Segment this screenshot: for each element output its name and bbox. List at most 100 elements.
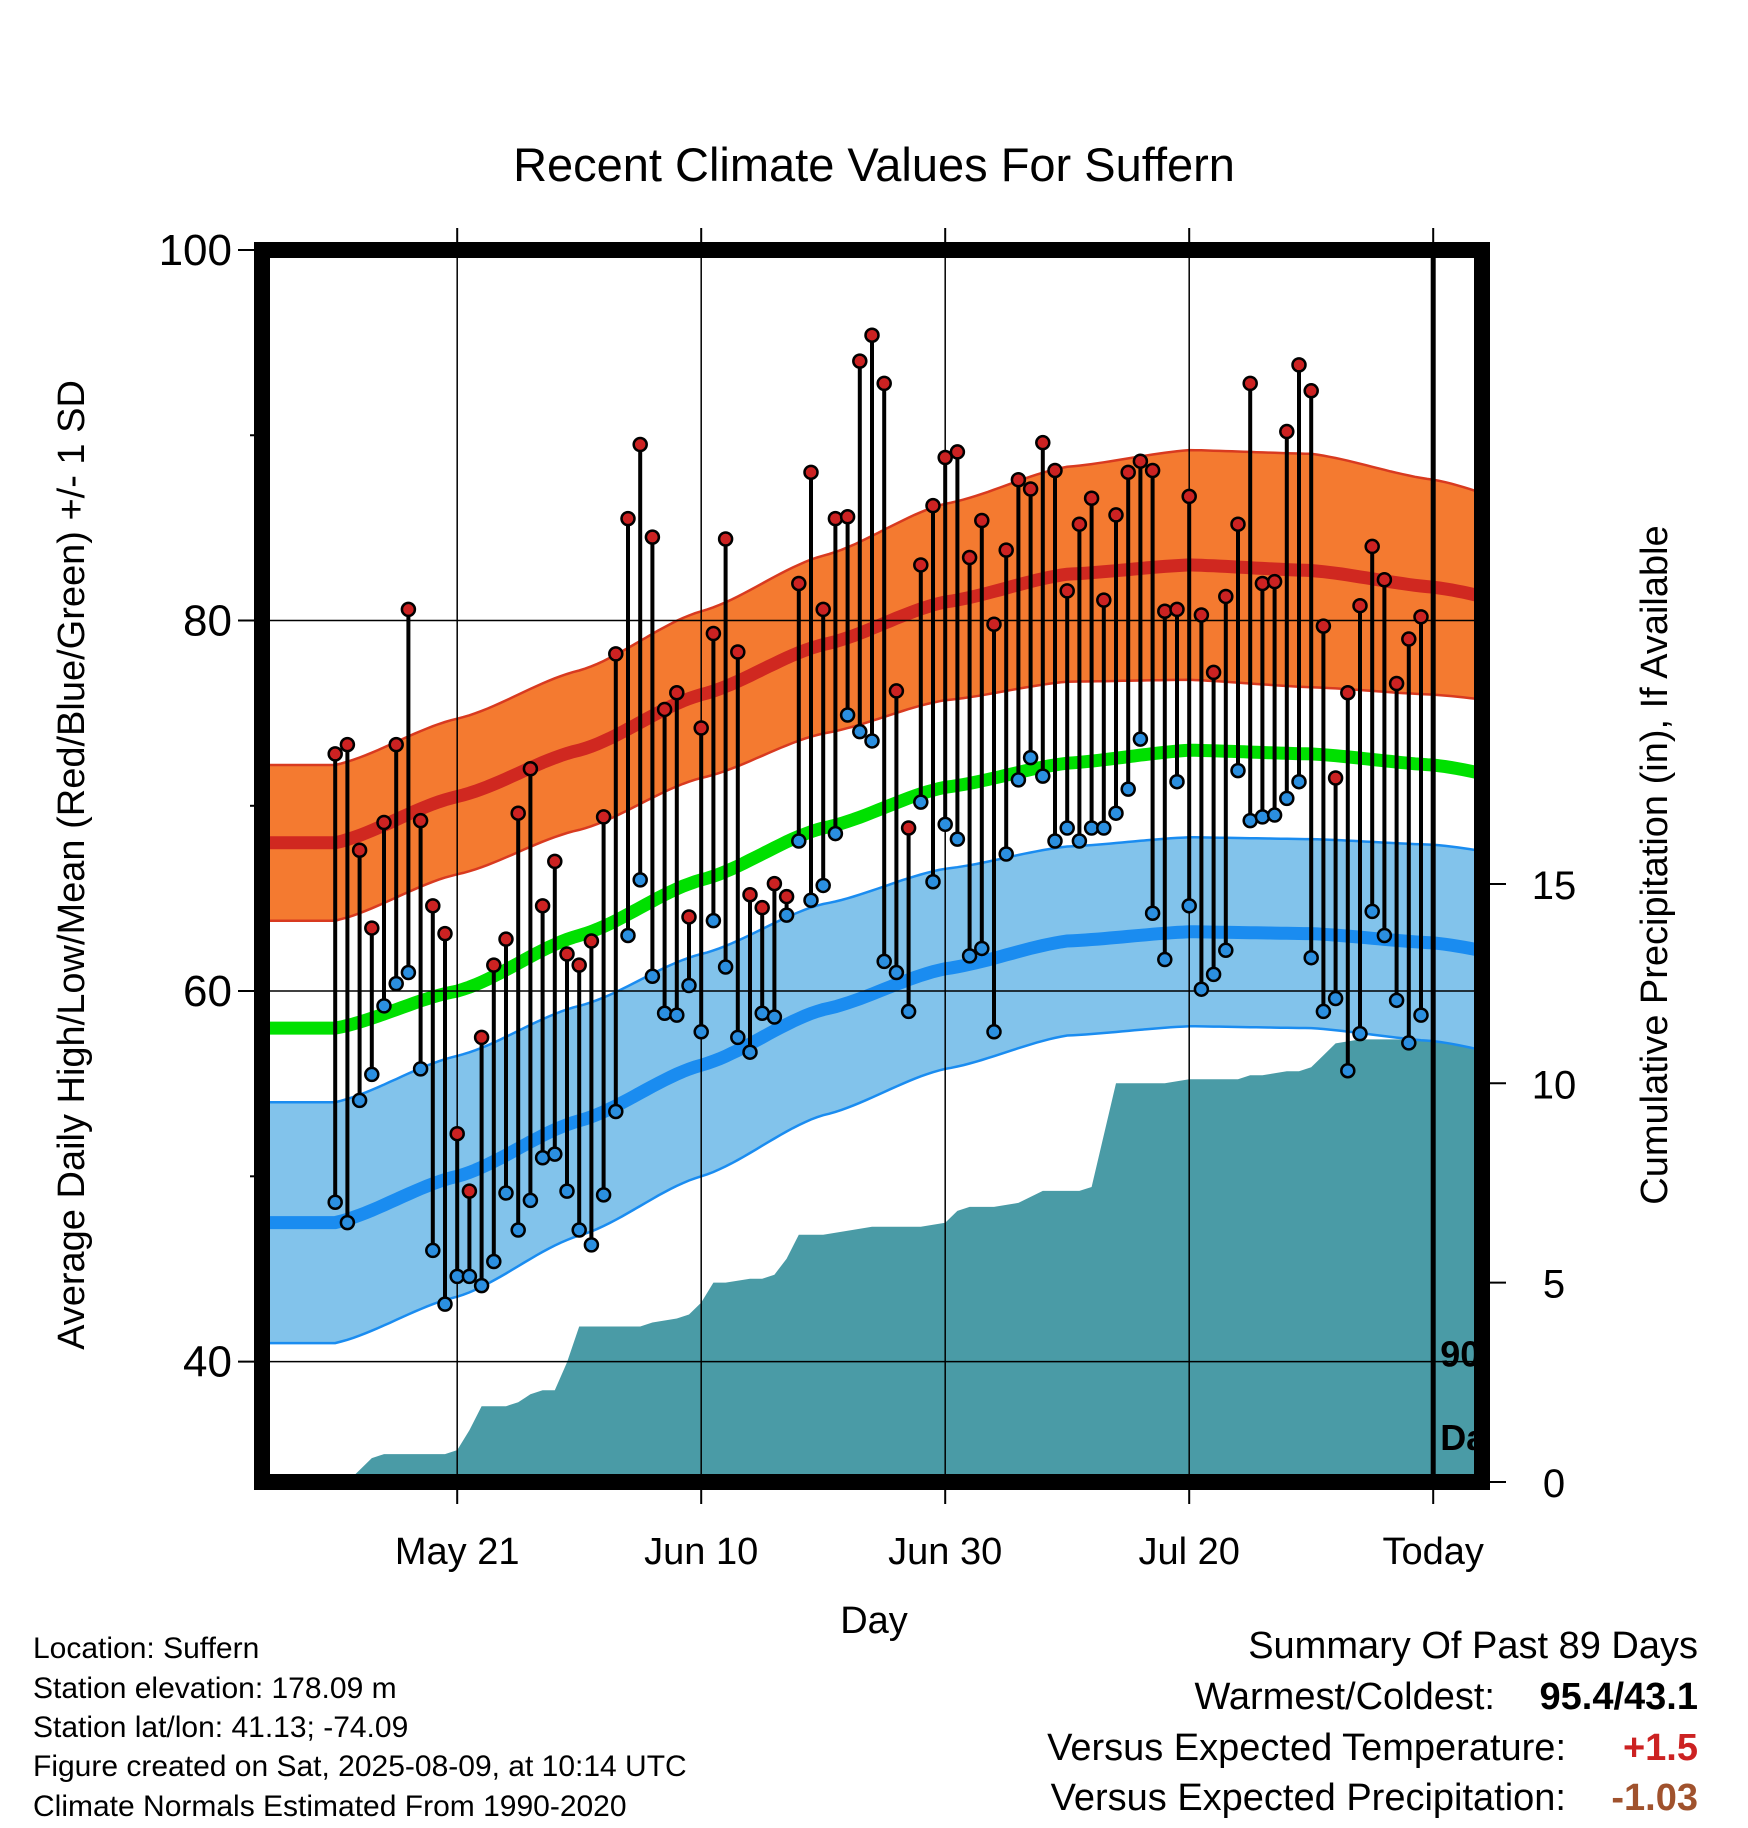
daily-low-point	[1169, 773, 1185, 790]
daily-low-point	[1401, 1035, 1417, 1051]
daily-high-point	[608, 646, 624, 662]
daily-low-point	[412, 1061, 429, 1077]
daily-high-point	[778, 888, 795, 905]
daily-low-point	[1352, 1025, 1368, 1042]
daily-high-point	[1205, 664, 1222, 681]
daily-high-point	[339, 736, 356, 753]
daily-high-point	[327, 746, 343, 762]
daily-low-point	[1266, 807, 1283, 823]
daily-low-point	[730, 1029, 746, 1046]
daily-low-point	[632, 872, 648, 888]
daily-low-point	[815, 877, 831, 894]
axes: 40 60 80 100 May 21 Jun 10 Jun 30 Jul 20 Today 0 5…	[159, 226, 1577, 1573]
daily-high-point	[998, 542, 1014, 558]
daily-low-point	[1340, 1062, 1356, 1079]
daily-low-point	[669, 1007, 685, 1023]
daily-high-point	[437, 925, 453, 942]
daily-high-point	[961, 549, 978, 566]
daily-low-point	[1010, 772, 1027, 788]
daily-high-point	[1144, 462, 1161, 479]
summary-warmest-coldest-label: Warmest/Coldest:	[1194, 1676, 1495, 1718]
daily-low-point	[1254, 809, 1271, 825]
daily-low-point	[791, 833, 807, 849]
daily-high-point	[1169, 601, 1185, 618]
daily-low-point	[583, 1237, 600, 1253]
daily-high-point	[400, 601, 417, 618]
daily-high-point	[1181, 488, 1197, 505]
daily-low-point	[888, 964, 905, 981]
daily-low-point	[595, 1187, 612, 1203]
daily-high-point	[388, 736, 404, 753]
daily-low-point	[1205, 966, 1222, 983]
daily-low-point	[852, 723, 868, 740]
daily-low-point	[1144, 905, 1161, 921]
daily-high-point	[1218, 588, 1234, 605]
daily-high-point	[595, 809, 612, 825]
daily-high-point	[1059, 583, 1075, 599]
daily-high-point	[974, 512, 990, 529]
daily-high-point	[839, 509, 856, 525]
x-tick-label: May 21	[395, 1531, 520, 1573]
info-created: Figure created on Sat, 2025-08-09, at 10…	[33, 1750, 687, 1783]
daily-high-point	[1193, 607, 1210, 623]
daily-high-point	[632, 436, 648, 453]
daily-high-point	[1096, 592, 1112, 608]
today-days-count: 90	[1440, 1333, 1480, 1374]
daily-low-point	[974, 940, 990, 957]
daily-high-point	[864, 327, 880, 343]
daily-high-point	[1108, 507, 1124, 523]
daily-low-point	[1193, 981, 1210, 997]
daily-low-point	[827, 825, 844, 842]
daily-low-point	[1132, 731, 1149, 747]
daily-high-point	[1047, 462, 1063, 479]
daily-low-point	[949, 831, 966, 847]
daily-low-point	[571, 1222, 587, 1238]
daily-low-point	[1291, 773, 1307, 790]
daily-high-point	[827, 510, 844, 527]
daily-low-point	[364, 1066, 380, 1083]
station-info: Location: Suffern Station elevation: 178…	[33, 1632, 687, 1823]
daily-low-point	[742, 1044, 758, 1060]
daily-high-point	[693, 720, 709, 736]
normal-high-line	[262, 558, 1482, 850]
daily-low-point	[998, 846, 1014, 862]
daily-high-point	[815, 601, 831, 618]
daily-high-point	[986, 616, 1002, 632]
daily-high-point	[1035, 434, 1051, 451]
daily-low-point	[1157, 951, 1173, 968]
daily-high-point	[1022, 481, 1039, 497]
daily-high-point	[913, 557, 929, 573]
daily-high-point	[425, 898, 441, 914]
daily-low-point	[913, 794, 929, 810]
daily-high-point	[1083, 490, 1100, 507]
daily-low-point	[608, 1103, 624, 1120]
daily-high-point	[1401, 631, 1417, 647]
y2-tick-label: 15	[1532, 864, 1577, 908]
daily-low-point	[900, 1003, 917, 1020]
info-location: Location: Suffern	[33, 1632, 259, 1665]
y-axis-label-left: Average Daily High/Low/Mean (Red/Blue/Gr…	[51, 380, 93, 1350]
daily-high-point	[1352, 597, 1368, 614]
daily-low-point	[620, 927, 636, 944]
daily-low-point	[388, 975, 404, 992]
daily-low-point	[1230, 762, 1246, 779]
daily-high-point	[559, 946, 575, 962]
summary-warmest-coldest-value: 95.4/43.1	[1540, 1676, 1698, 1718]
daily-high-point	[1266, 573, 1283, 590]
daily-high-point	[534, 898, 551, 914]
daily-high-point	[473, 1029, 490, 1046]
daily-low-point	[437, 1296, 453, 1312]
daily-high-point	[1327, 770, 1344, 786]
daily-high-point	[571, 957, 587, 973]
daily-high-point	[705, 625, 722, 642]
daily-high-point	[522, 760, 539, 777]
x-tick-label: Today	[1382, 1531, 1483, 1573]
x-axis-label: Day	[840, 1600, 908, 1642]
y-tick-label: 40	[183, 1338, 232, 1387]
daily-high-point	[730, 644, 746, 660]
daily-high-point	[1291, 357, 1307, 373]
daily-high-point	[1071, 516, 1088, 532]
daily-high-point	[364, 920, 380, 936]
daily-low-point	[1181, 898, 1197, 914]
